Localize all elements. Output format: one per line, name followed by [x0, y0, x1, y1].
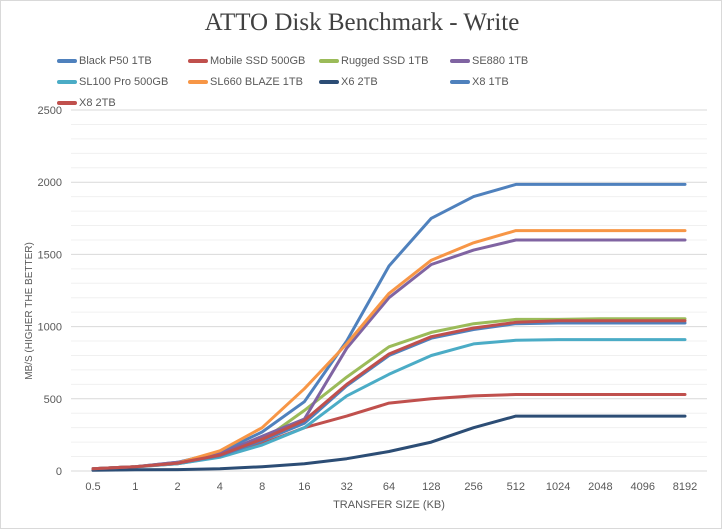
- y-tick-label: 1500: [38, 249, 62, 261]
- x-tick-label: 4096: [630, 481, 654, 493]
- y-tick-label: 2500: [38, 105, 62, 117]
- series-line-mobile-ssd-500gb: [93, 395, 685, 469]
- x-tick-label: 2048: [588, 481, 612, 493]
- x-tick-label: 8192: [673, 481, 697, 493]
- x-tick-label: 1: [132, 481, 138, 493]
- x-tick-label: 4: [217, 481, 223, 493]
- x-tick-label: 128: [422, 481, 440, 493]
- y-tick-label: 2000: [38, 177, 62, 189]
- y-tick-label: 1000: [38, 322, 62, 334]
- x-axis-title: TRANSFER SIZE (KB): [333, 499, 445, 511]
- x-tick-label: 8: [259, 481, 265, 493]
- y-axis-title: MB/S (HIGHER THE BETTER): [24, 242, 35, 380]
- y-tick-label: 500: [44, 394, 62, 406]
- x-tick-label: 1024: [546, 481, 570, 493]
- x-tick-label: 256: [464, 481, 482, 493]
- x-tick-label: 0.5: [85, 481, 100, 493]
- x-tick-label: 32: [341, 481, 353, 493]
- x-tick-label: 64: [383, 481, 395, 493]
- x-tick-label: 512: [507, 481, 525, 493]
- x-tick-label: 16: [298, 481, 310, 493]
- y-tick-label: 0: [56, 466, 62, 478]
- x-tick-label: 2: [175, 481, 181, 493]
